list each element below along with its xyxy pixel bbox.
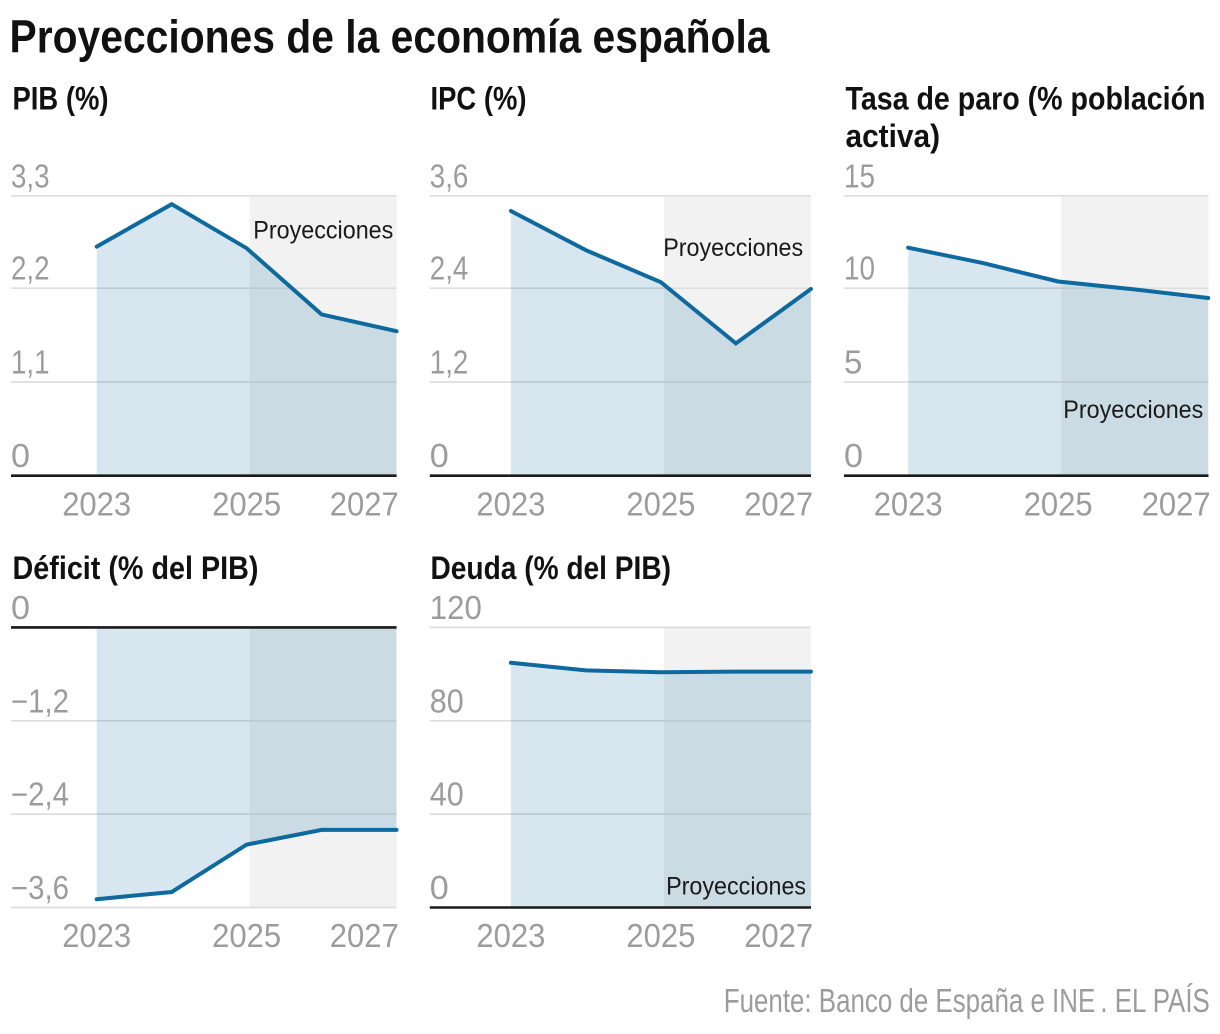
svg-text:−1,2: −1,2 xyxy=(11,682,69,719)
svg-text:Deuda (% del PIB): Deuda (% del PIB) xyxy=(431,550,672,586)
svg-text:−3,6: −3,6 xyxy=(11,869,69,906)
svg-text:2027: 2027 xyxy=(330,917,399,954)
svg-text:Proyecciones: Proyecciones xyxy=(663,234,803,262)
svg-text:2027: 2027 xyxy=(744,917,813,954)
svg-text:−2,4: −2,4 xyxy=(11,776,69,813)
svg-text:0: 0 xyxy=(430,437,449,474)
svg-text:40: 40 xyxy=(430,776,464,813)
svg-text:1,2: 1,2 xyxy=(430,344,469,381)
svg-text:80: 80 xyxy=(430,682,464,719)
svg-text:0: 0 xyxy=(11,437,30,474)
svg-text:Fuente: Banco de España e INE: Fuente: Banco de España e INE . EL PAÍS xyxy=(724,982,1210,1019)
svg-text:Déficit (% del PIB): Déficit (% del PIB) xyxy=(13,550,259,586)
svg-text:2027: 2027 xyxy=(1142,486,1211,523)
svg-text:PIB (%): PIB (%) xyxy=(13,80,109,116)
svg-text:2,2: 2,2 xyxy=(11,250,50,287)
svg-text:Proyecciones: Proyecciones xyxy=(1063,396,1203,424)
svg-text:activa): activa) xyxy=(846,118,941,154)
svg-text:Proyecciones: Proyecciones xyxy=(666,873,806,901)
svg-text:2023: 2023 xyxy=(62,917,131,954)
svg-text:120: 120 xyxy=(430,589,482,626)
svg-text:2025: 2025 xyxy=(212,486,281,523)
svg-text:0: 0 xyxy=(844,437,863,474)
svg-text:2,4: 2,4 xyxy=(430,250,469,287)
svg-text:2027: 2027 xyxy=(330,486,399,523)
svg-text:2025: 2025 xyxy=(1024,486,1093,523)
svg-text:2025: 2025 xyxy=(626,486,695,523)
svg-text:Tasa de paro (% población: Tasa de paro (% población xyxy=(846,80,1206,116)
svg-text:2023: 2023 xyxy=(62,486,131,523)
svg-text:2023: 2023 xyxy=(476,486,545,523)
svg-text:0: 0 xyxy=(11,589,30,626)
svg-text:1,1: 1,1 xyxy=(11,344,50,381)
svg-text:2023: 2023 xyxy=(476,917,545,954)
svg-text:Proyecciones: Proyecciones xyxy=(253,217,393,245)
svg-text:3,3: 3,3 xyxy=(11,157,50,194)
svg-text:IPC (%): IPC (%) xyxy=(431,80,527,116)
svg-text:5: 5 xyxy=(844,344,862,381)
svg-text:2025: 2025 xyxy=(626,917,695,954)
svg-text:2023: 2023 xyxy=(874,486,943,523)
svg-text:10: 10 xyxy=(844,250,875,287)
svg-text:3,6: 3,6 xyxy=(430,157,469,194)
svg-text:2025: 2025 xyxy=(212,917,281,954)
svg-text:15: 15 xyxy=(844,157,875,194)
svg-text:Proyecciones de la economía es: Proyecciones de la economía española xyxy=(10,11,770,63)
svg-text:2027: 2027 xyxy=(744,486,813,523)
svg-text:0: 0 xyxy=(430,869,449,906)
